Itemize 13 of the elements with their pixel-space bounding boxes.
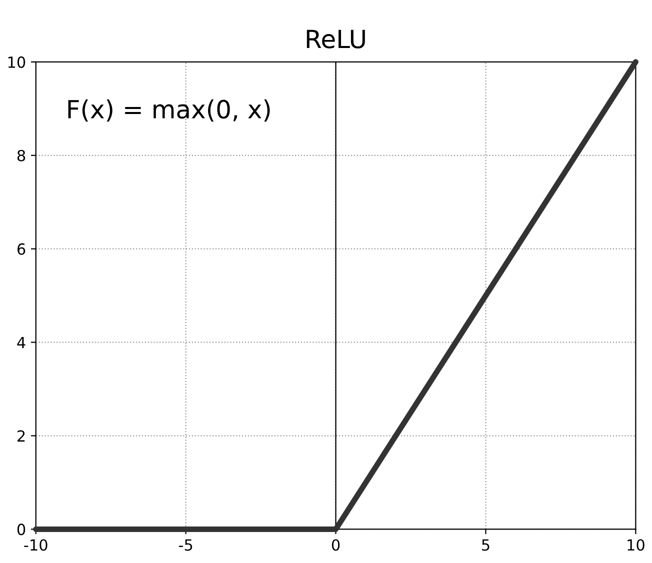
x-tick-label: -10: [24, 539, 48, 551]
y-tick-label: 8: [17, 150, 26, 162]
y-tick-label: 0: [17, 524, 26, 536]
y-tick-label: 2: [18, 430, 25, 442]
chart-title: ReLU: [306, 30, 365, 48]
x-tick-label: 0: [332, 539, 340, 551]
x-tick-label: 5: [482, 539, 490, 551]
x-tick-label: -5: [178, 539, 192, 551]
annotation: F(x) = max(0, x): [68, 99, 270, 122]
y-tick-label: 10: [8, 56, 26, 68]
x-tick-label: 10: [628, 539, 644, 551]
y-tick-label: 6: [17, 243, 26, 255]
y-tick-label: 4: [17, 336, 26, 348]
